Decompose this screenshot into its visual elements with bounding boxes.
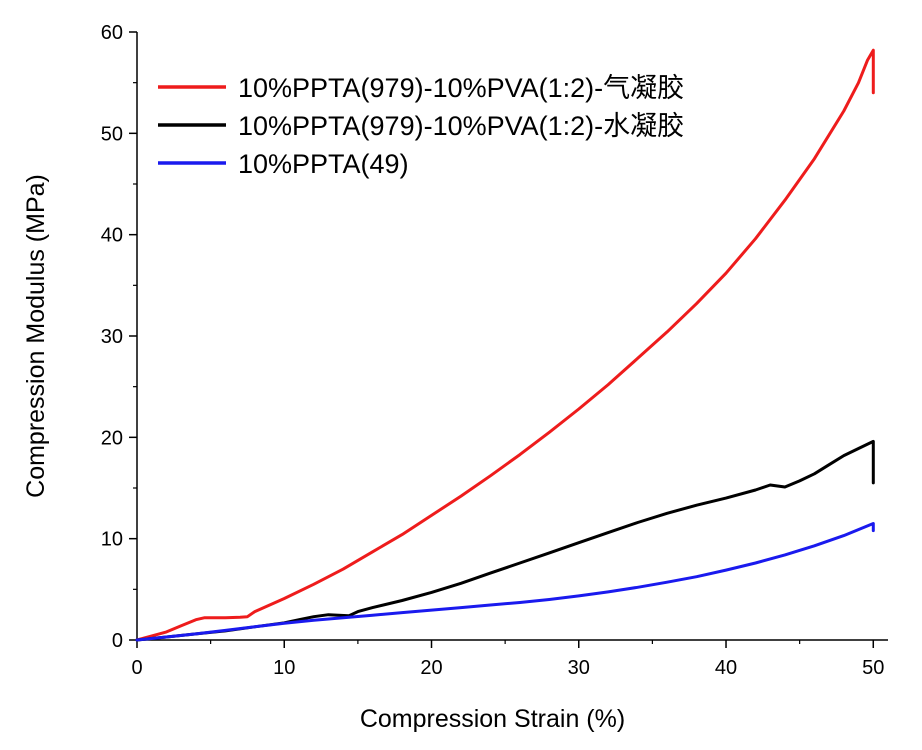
y-tick-label: 50 xyxy=(101,123,123,145)
legend: 10%PPTA(979)-10%PVA(1:2)-气凝胶 10%PPTA(979)… xyxy=(158,73,684,179)
legend-label-2: 10%PPTA(979)-10%PVA(1:2)-水凝胶 xyxy=(238,111,684,141)
legend-label-1: 10%PPTA(979)-10%PVA(1:2)-气凝胶 xyxy=(238,73,684,103)
y-tick-label: 60 xyxy=(101,22,123,44)
series-line-1 xyxy=(135,48,875,642)
x-axis-title: Compression Strain (%) xyxy=(360,705,625,733)
y-tick-label: 10 xyxy=(101,529,123,551)
x-tick-label: 40 xyxy=(715,657,737,679)
legend-label-3: 10%PPTA(49) xyxy=(238,149,409,179)
series-line-3 xyxy=(135,522,875,642)
y-axis-title: Compression Modulus (MPa) xyxy=(22,174,50,498)
x-axis: 0 10 20 30 40 50 xyxy=(131,640,884,679)
x-tick-label: 30 xyxy=(568,657,590,679)
y-tick-label: 40 xyxy=(101,225,123,247)
y-tick-label: 20 xyxy=(101,427,123,449)
y-axis: 0 10 20 30 40 50 60 xyxy=(101,22,137,652)
x-tick-label: 10 xyxy=(273,657,295,679)
x-tick-label: 0 xyxy=(131,657,142,679)
series-line-2 xyxy=(135,439,875,642)
y-tick-label: 0 xyxy=(112,630,123,652)
x-tick-label: 20 xyxy=(420,657,442,679)
x-tick-label: 50 xyxy=(862,657,884,679)
series-layer xyxy=(135,48,875,642)
y-tick-label: 30 xyxy=(101,326,123,348)
